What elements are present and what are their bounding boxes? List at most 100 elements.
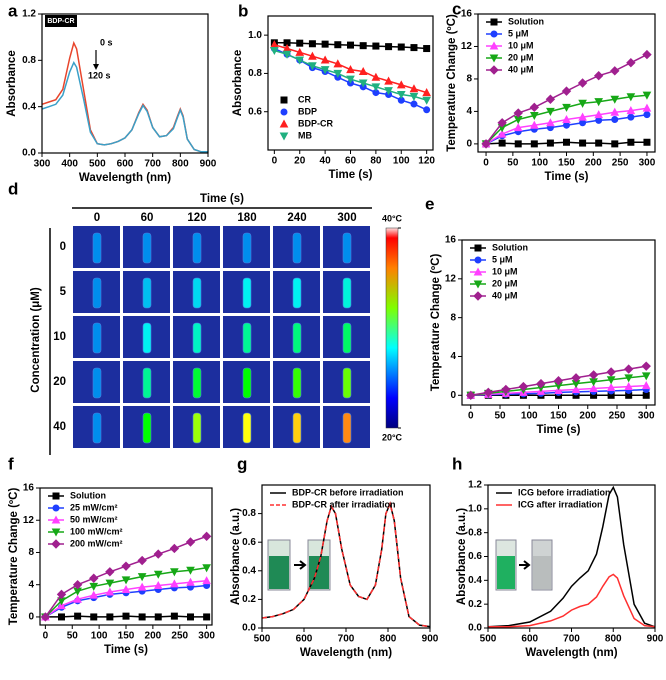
marker [186,566,195,575]
x-tick-label: 700 [338,634,355,645]
tube [342,232,352,264]
y-tick-label: 0 [28,612,34,623]
x-tick-label: 400 [61,159,78,170]
marker [105,567,115,577]
marker [105,587,115,596]
annotation: BDP-CR [47,18,74,25]
y-axis-label: Absorbance [6,50,18,116]
tube [342,412,352,444]
marker [384,87,393,96]
marker [422,88,431,97]
x-tick-label: 800 [380,634,397,645]
tube [342,277,352,309]
x-tick-label: 800 [605,634,622,645]
marker [397,43,405,51]
series-label: 120 s [88,70,111,80]
marker [372,42,380,50]
marker [610,66,620,76]
marker [359,42,367,50]
marker [514,140,522,148]
x-tick-label: 900 [647,634,664,645]
x-tick-label: 50 [67,631,79,642]
marker [595,116,603,124]
x-tick-label: 150 [558,158,575,169]
legend-label: 200 mW/cm² [70,538,123,548]
y-tick-label: 0.4 [468,575,482,586]
tube [192,412,202,444]
marker [627,113,635,121]
marker [610,95,620,104]
marker [610,107,620,116]
marker [52,492,60,500]
tube [92,232,102,264]
marker [588,370,599,380]
marker [40,612,51,622]
marker [490,18,498,26]
legend-label: 5 μM [492,254,513,264]
marker [536,378,546,389]
heatmap-title: Time (s) [200,193,244,205]
marker [121,584,131,594]
marker [347,41,354,49]
y-tick-label: 0 [450,390,456,401]
y-tick-label: 0.0 [22,148,36,159]
legend-label: 25 mW/cm² [70,502,118,512]
colorbar-label: 20°C [382,432,403,442]
series-line [487,485,656,628]
legend-label: 100 mW/cm² [70,526,123,536]
legend-label: ICG before irradiation [518,487,611,497]
x-tick-label: 200 [579,411,596,422]
tube [142,412,152,444]
tube [242,232,252,264]
marker [51,539,61,549]
marker [410,44,418,52]
marker [563,138,570,146]
y-axis-label: Absorbance (a.u.) [456,508,468,605]
tube [92,277,102,309]
marker [72,579,83,590]
legend-label: 50 mW/cm² [70,514,118,524]
tube [142,232,152,264]
marker [333,69,343,78]
y-tick-label: 0.8 [22,55,36,66]
marker [358,79,368,88]
legend-label: 10 μM [508,40,534,50]
marker [396,90,406,100]
marker [410,100,418,108]
marker [501,384,511,395]
y-tick-label: 0.0 [242,623,256,634]
marker [642,91,652,100]
marker [282,50,292,59]
tube [292,367,302,399]
tube [92,322,102,354]
legend-label: Solution [492,242,528,252]
y-axis-label: Concentration (μM) [30,287,42,393]
legend-label: Solution [70,490,106,500]
x-tick-label: 50 [507,158,519,169]
marker [121,561,131,571]
x-axis-label: Wavelength (nm) [525,647,617,659]
y-tick-label: 0.6 [468,551,482,562]
legend-label: BDP-CR before irradiation [292,487,404,497]
plot-frame [477,13,656,153]
legend-label: 5 μM [508,28,529,38]
panel-label: d [8,179,18,198]
x-axis-label: Wavelength (nm) [79,172,171,184]
marker [578,99,587,108]
marker [579,119,587,127]
y-tick-label: 0 [466,139,472,150]
marker [561,86,572,96]
marker [51,528,61,537]
marker [489,65,499,75]
y-axis-label: Temperature Change (ºC) [430,254,442,392]
marker [202,564,211,573]
tube [242,322,252,354]
x-tick-label: 60 [345,156,357,167]
y-tick-label: 16 [23,483,35,494]
legend-label: BDP-CR after irradiation [292,499,396,509]
marker [483,387,494,398]
marker [280,96,288,104]
marker [52,504,60,512]
marker [643,111,651,119]
legend-label: Solution [508,16,544,26]
